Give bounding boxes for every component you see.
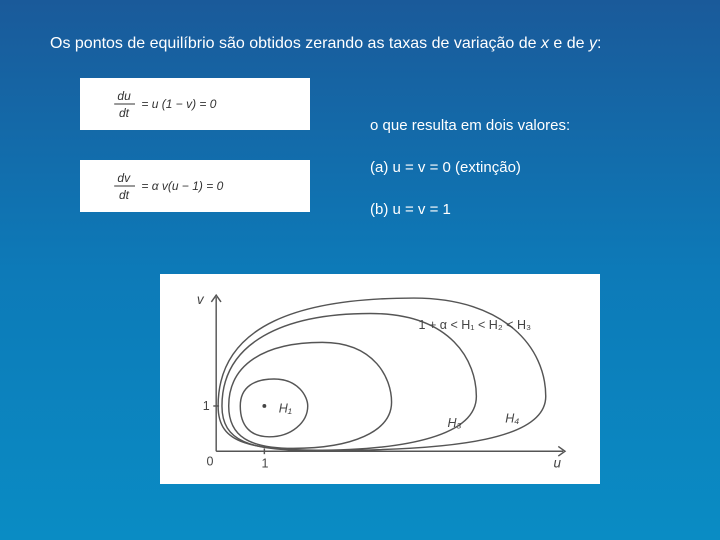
title-suffix: :: [597, 35, 601, 52]
eq1-num: du: [117, 89, 131, 103]
result-a: (a) u = v = 0 (extinção): [370, 150, 570, 186]
title-var-x: x: [541, 35, 549, 52]
eq2-den: dt: [119, 188, 130, 202]
equation-1: du dt = u (1 − v) = 0: [80, 78, 310, 130]
eq1-body: = u (1 − v) = 0: [141, 97, 216, 111]
title-var-y: y: [589, 35, 597, 52]
equation-2: dv dt = α v(u − 1) = 0: [80, 160, 310, 212]
curve-label-h1: H₁: [279, 402, 292, 416]
axis-x-label: u: [553, 456, 561, 471]
tick-y-label: 1: [203, 399, 210, 413]
phase-diagram: v u 0 1 1 H₁ H₃ H₄ 1 + α < H₁ < H₂ < H₃: [160, 274, 600, 484]
results-column: o que resulta em dois valores: (a) u = v…: [370, 78, 570, 234]
tick-x-label: 1: [261, 457, 268, 471]
eq2-body: = α v(u − 1) = 0: [141, 179, 223, 193]
title-mid: e de: [549, 35, 589, 52]
results-intro: o que resulta em dois valores:: [370, 108, 570, 144]
eq2-num: dv: [117, 171, 131, 185]
equations-column: du dt = u (1 − v) = 0 dv dt = α v(u − 1)…: [50, 78, 310, 212]
curve-label-h3: H₃: [447, 416, 461, 430]
origin-label: 0: [207, 455, 214, 469]
title-prefix: Os pontos de equilíbrio são obtidos zera…: [50, 35, 541, 52]
eq1-den: dt: [119, 106, 130, 120]
diagram-top-label: 1 + α < H₁ < H₂ < H₃: [419, 318, 532, 332]
curve-label-h4: H₄: [505, 411, 519, 425]
result-b: (b) u = v = 1: [370, 192, 570, 228]
slide-title: Os pontos de equilíbrio são obtidos zera…: [50, 35, 670, 53]
axis-y-label: v: [197, 292, 205, 307]
